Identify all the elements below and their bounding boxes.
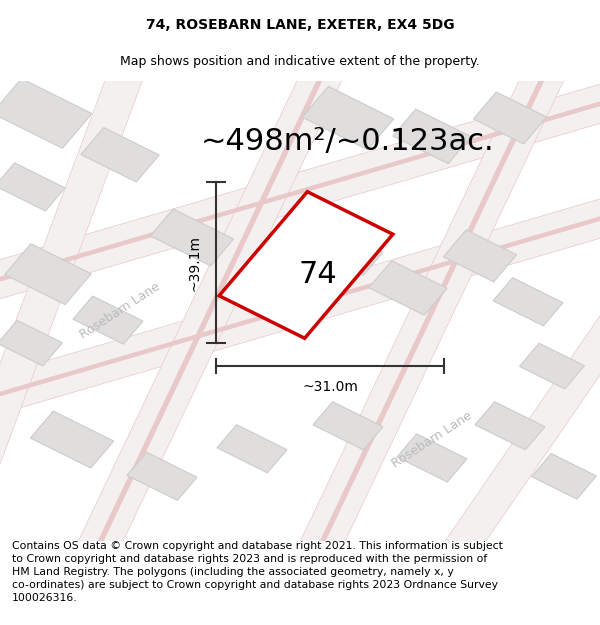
Polygon shape: [88, 58, 332, 564]
Text: 74, ROSEBARN LANE, EXETER, EX4 5DG: 74, ROSEBARN LANE, EXETER, EX4 5DG: [146, 18, 454, 32]
Polygon shape: [532, 454, 596, 499]
Polygon shape: [151, 209, 233, 266]
Polygon shape: [302, 86, 394, 149]
Polygon shape: [0, 163, 65, 211]
Polygon shape: [520, 343, 584, 389]
Polygon shape: [313, 227, 383, 275]
Text: ~498m²/~0.123ac.: ~498m²/~0.123ac.: [201, 127, 495, 156]
Polygon shape: [217, 424, 287, 473]
Polygon shape: [475, 402, 545, 450]
Polygon shape: [310, 58, 554, 564]
Polygon shape: [493, 278, 563, 326]
Polygon shape: [292, 52, 572, 569]
Polygon shape: [393, 109, 471, 164]
Text: Map shows position and indicative extent of the property.: Map shows position and indicative extent…: [120, 55, 480, 68]
Polygon shape: [369, 261, 447, 315]
Polygon shape: [0, 208, 600, 404]
Polygon shape: [0, 54, 149, 499]
Polygon shape: [0, 78, 600, 305]
Text: ~31.0m: ~31.0m: [302, 380, 358, 394]
Polygon shape: [5, 244, 91, 304]
Polygon shape: [0, 320, 62, 366]
Polygon shape: [0, 93, 600, 289]
Text: 74: 74: [299, 260, 337, 289]
Polygon shape: [81, 127, 159, 182]
Polygon shape: [70, 52, 350, 569]
Polygon shape: [238, 251, 302, 297]
Polygon shape: [313, 402, 383, 450]
Polygon shape: [473, 92, 547, 144]
Polygon shape: [31, 411, 113, 468]
Polygon shape: [397, 434, 467, 482]
Text: Contains OS data © Crown copyright and database right 2021. This information is : Contains OS data © Crown copyright and d…: [12, 541, 503, 603]
Text: Rosebarn Lane: Rosebarn Lane: [77, 280, 163, 342]
Polygon shape: [434, 296, 600, 570]
Polygon shape: [0, 79, 92, 148]
Polygon shape: [0, 192, 600, 420]
Polygon shape: [219, 192, 393, 338]
Text: Rosebarn Lane: Rosebarn Lane: [389, 409, 475, 470]
Polygon shape: [443, 230, 517, 282]
Text: ~39.1m: ~39.1m: [187, 235, 201, 291]
Polygon shape: [73, 296, 143, 344]
Polygon shape: [127, 452, 197, 501]
